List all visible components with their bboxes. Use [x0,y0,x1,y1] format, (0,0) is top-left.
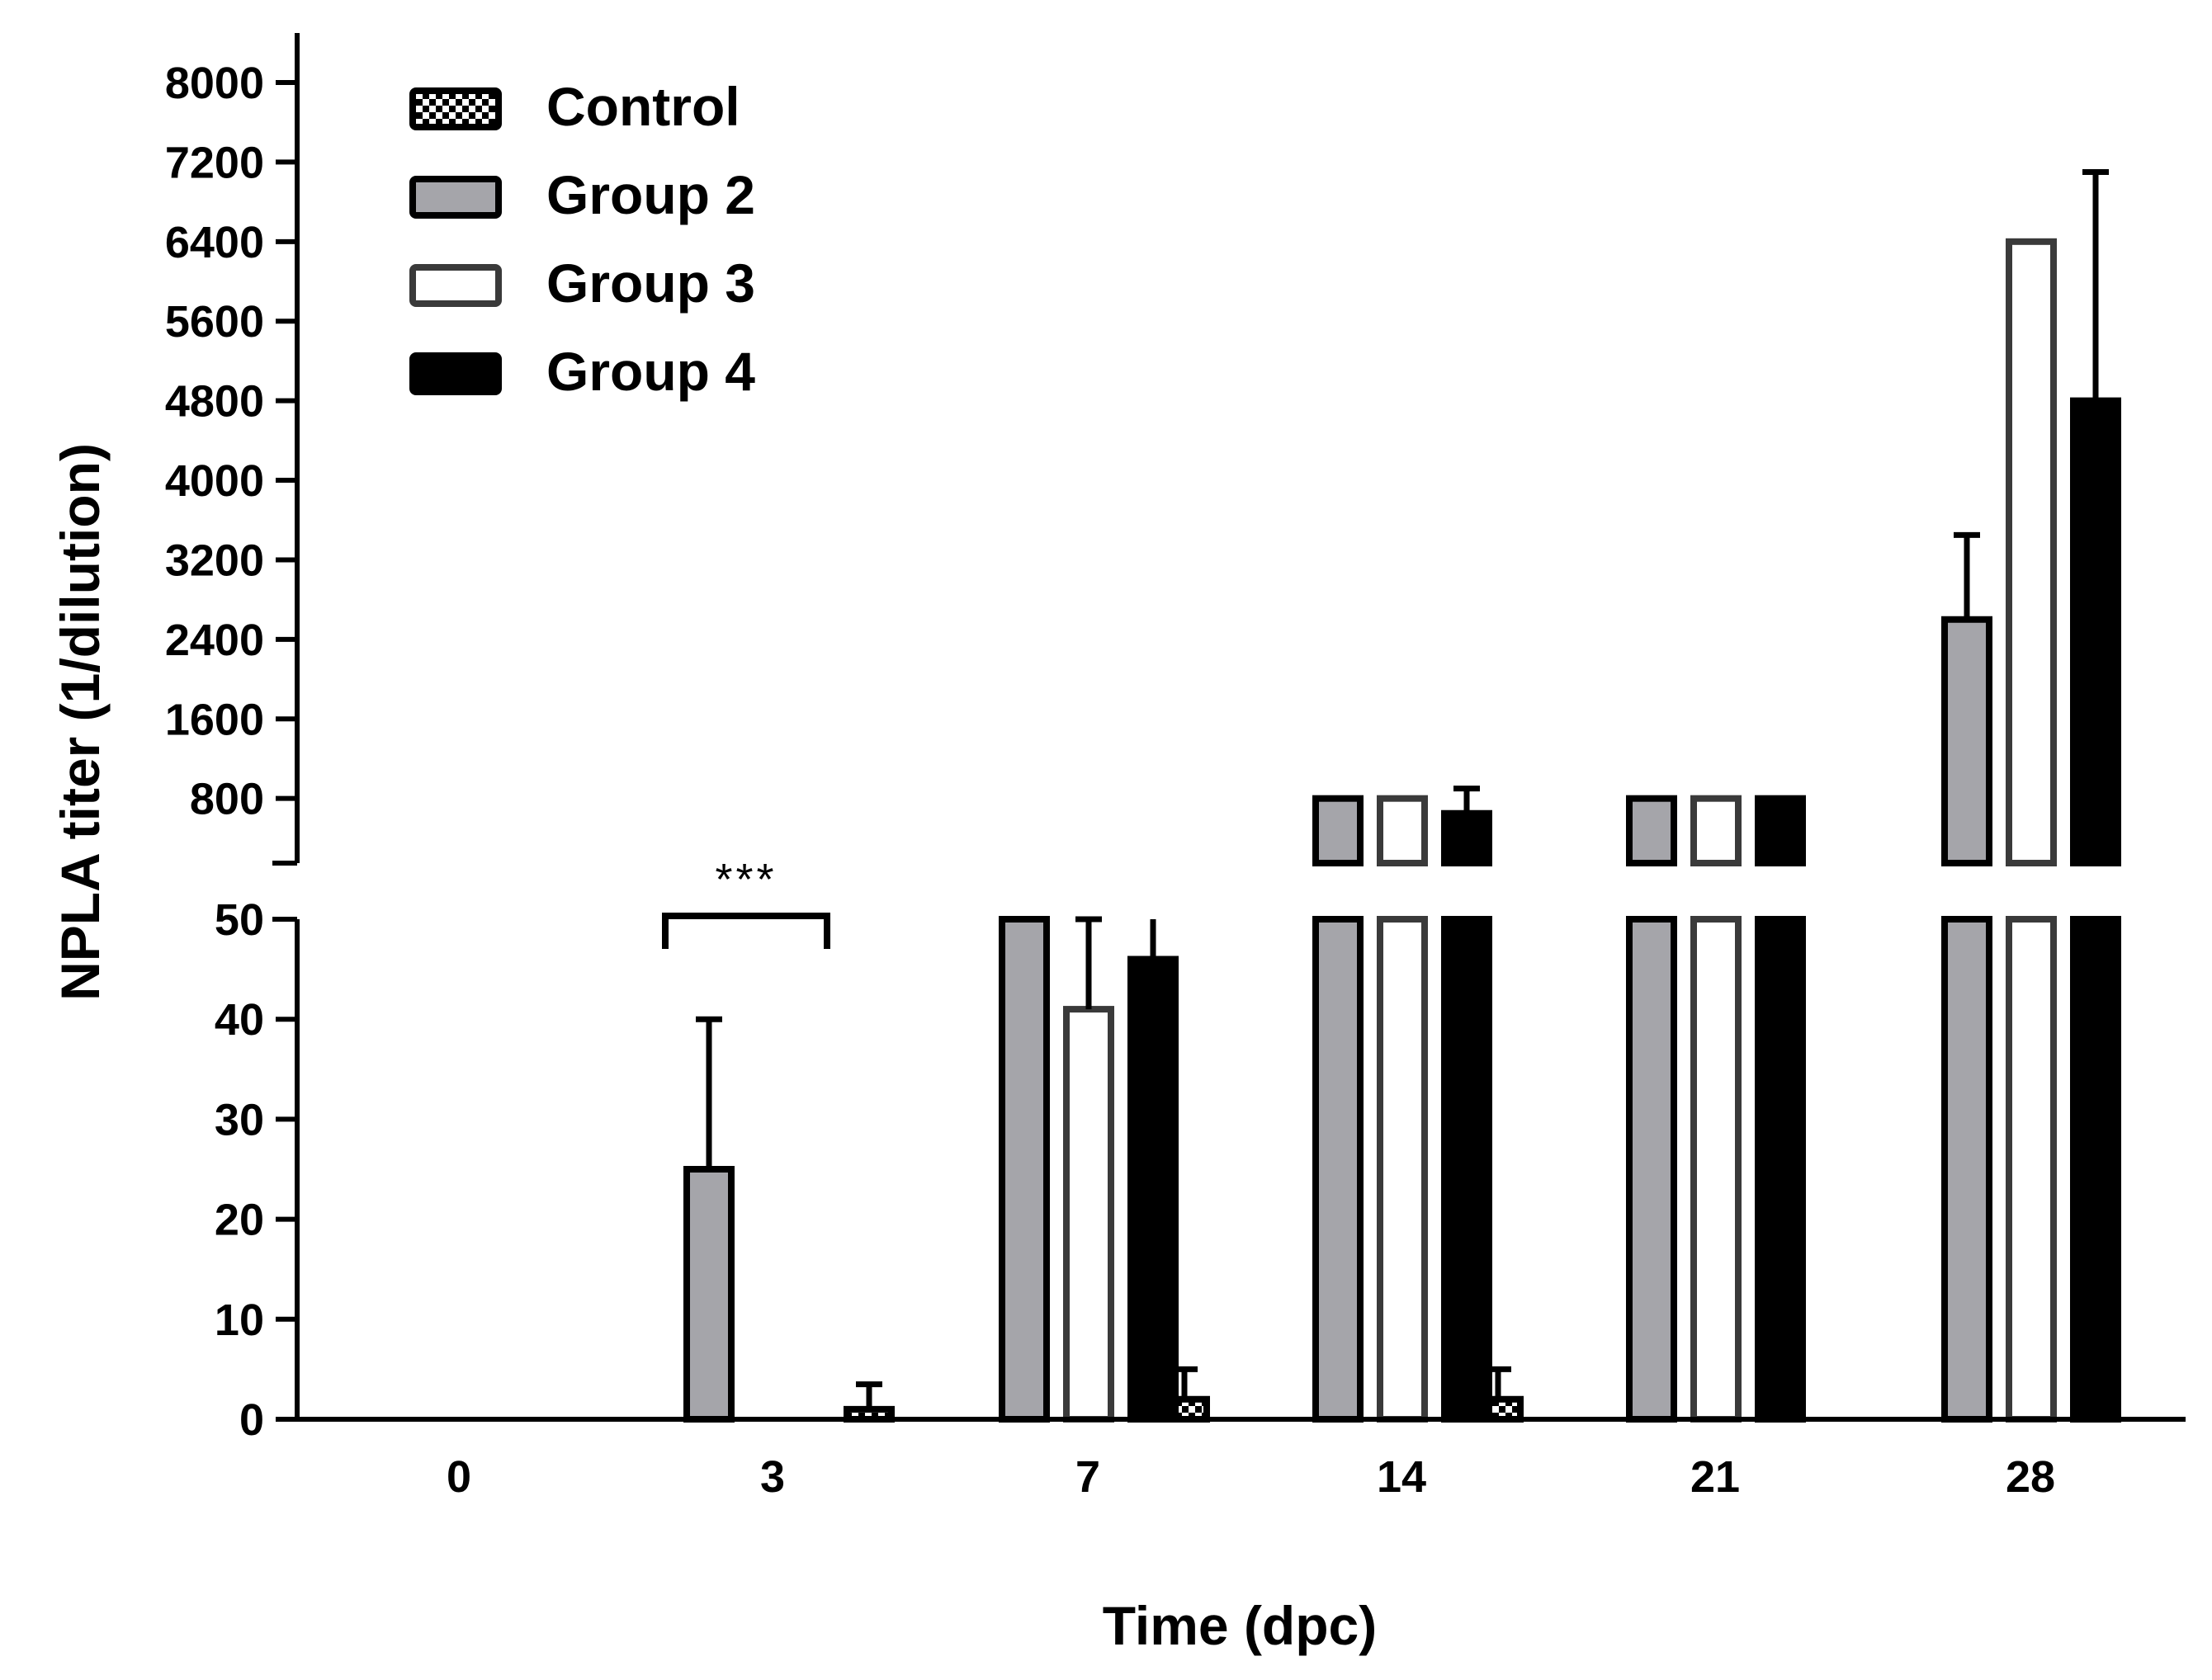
y-axis-title: NPLA titer (1/dilution) [50,443,111,1001]
bar-group-3-28-lower [2006,916,2057,1423]
bar-group-2-7-lower [999,916,1050,1423]
y-upper-tick-label: 4000 [165,456,264,506]
y-upper-tick-label: 1600 [165,695,264,744]
bar-group-4-7-lower [1127,956,1179,1423]
y-upper-tick-label: 3200 [165,536,264,585]
bar-group-3-14-lower [1377,916,1428,1423]
bar-group-4-28-upper [2070,397,2121,867]
legend-label-group-4: Group 4 [546,341,755,402]
bar-group-4-21-upper [1755,795,1806,866]
y-upper-tick-label: 4800 [165,377,264,427]
y-lower-tick-label: 30 [215,1095,264,1144]
x-tick-label: 14 [1377,1452,1426,1502]
x-tick-label: 0 [447,1452,471,1502]
legend-label-group-3: Group 3 [546,252,755,314]
y-lower-tick-label: 50 [215,895,264,945]
legend-swatch-group-4 [409,352,502,395]
x-tick-label: 7 [1075,1452,1100,1502]
legend-label-control: Control [546,76,740,137]
legend-swatch-group-3 [409,264,502,307]
x-tick-label: 21 [1690,1452,1740,1502]
y-upper-tick-label: 7200 [165,138,264,187]
bar-group-3-28-upper [2006,238,2057,866]
bar-group-2-28-upper [1941,616,1992,866]
bar-group-3-21-lower [1690,916,1742,1423]
y-upper-tick-label: 800 [190,775,264,824]
y-lower-tick-label: 40 [215,995,264,1045]
y-lower-tick-label: 20 [215,1196,264,1245]
legend-swatch-group-2 [409,176,502,219]
significance-label: *** [715,855,777,904]
y-upper-tick-label: 2400 [165,616,264,665]
bar-group-2-21-lower [1626,916,1677,1423]
bar-group-2-14-upper [1312,795,1364,866]
x-tick-label: 28 [2006,1452,2055,1502]
y-lower-tick-label: 10 [215,1295,264,1345]
legend-swatch-control [409,87,502,130]
legend-label-group-2: Group 2 [546,164,755,225]
bar-group-4-28-lower [2070,916,2121,1423]
y-upper-tick-label: 8000 [165,59,264,108]
bar-group-2-21-upper [1626,795,1677,866]
bar-group-3-14-upper [1377,795,1428,866]
y-upper-tick-label: 5600 [165,297,264,347]
y-upper-tick-label: 6400 [165,218,264,267]
bar-group-4-14-upper [1441,809,1492,867]
x-axis-title: Time (dpc) [1103,1595,1377,1656]
y-lower-tick-label: 0 [239,1395,264,1445]
bar-group-4-14-lower [1441,916,1492,1423]
significance-bracket [662,913,830,949]
x-tick-label: 3 [760,1452,785,1502]
bar-group-2-14-lower [1312,916,1364,1423]
bar-group-2-28-lower [1941,916,1992,1423]
bar-group-2-3-lower [683,1166,735,1423]
bar-group-3-21-upper [1690,795,1742,866]
bar-group-3-7-lower [1063,1006,1114,1423]
bar-group-4-21-lower [1755,916,1806,1423]
